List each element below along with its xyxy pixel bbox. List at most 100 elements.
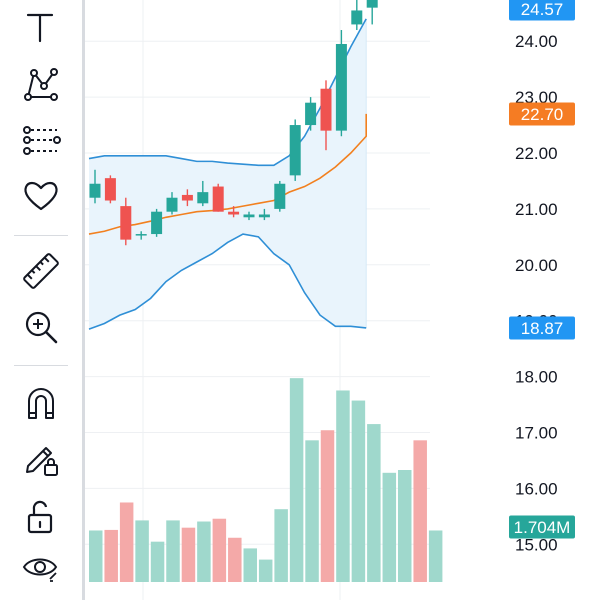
candle [335,30,347,137]
volume-bar [258,559,273,582]
candle [151,208,163,237]
candle [258,208,270,221]
price-chart[interactable]: 24.0023.0022.0021.0020.0019.0018.0017.00… [85,0,600,600]
toolbar-separator [14,235,68,236]
price-tick-label: 22.00 [515,144,558,163]
text-tool-button[interactable] [16,5,66,51]
pattern-tool-button[interactable] [16,62,66,108]
basis-badge-background [509,102,575,126]
volume-badge-label: 1.704M [514,518,571,537]
price-tick-label: 23.00 [515,88,558,107]
candle [104,175,116,204]
candle [320,80,332,151]
candle-body [351,10,363,25]
candle [135,231,147,240]
candle [228,206,240,218]
candle-body [320,88,332,131]
candle-body [289,125,301,176]
bollinger-upper-line [88,18,367,167]
last-price-badge-background [509,0,575,21]
candle-body [212,186,224,212]
candle-body [305,102,317,126]
volume-bar [228,537,242,582]
volume-bar [413,440,427,582]
last-price-badge-label: 24.57 [521,0,564,19]
candle-body [181,194,193,201]
volume-bar [181,527,196,582]
volume-bar [197,521,211,582]
price-tick-label: 21.00 [515,200,558,219]
volume-bar [104,529,118,582]
volume-bar [367,424,381,582]
eye-icon [22,558,58,582]
candle-body [335,43,347,131]
candle-body [197,192,209,204]
toolbar-divider [82,0,85,600]
candle [274,180,286,212]
volume-bar [351,400,366,582]
lock-drawings-tool-button[interactable] [16,436,66,482]
unlock-icon [27,500,53,534]
lock-tool-button[interactable] [16,494,66,540]
candle [212,183,224,212]
hide-tool-button[interactable] [16,545,66,591]
candle-body [166,197,178,212]
candle-body [366,0,378,8]
basis-badge-label: 22.70 [521,105,564,124]
volume-bar [166,520,180,582]
last-price-badge: 24.57 [509,0,575,21]
volume-bar [428,530,443,582]
candle-body [135,234,147,236]
candle [166,192,178,215]
candle [289,119,301,181]
volume-bars [89,378,443,582]
candle [243,211,255,221]
price-tick-label: 16.00 [515,479,558,498]
bollinger-lower-line [88,233,367,330]
bollinger-basis-line [88,113,368,235]
measure-tool-button[interactable] [16,248,66,294]
toolbar-separator [14,365,68,366]
candle [197,180,209,207]
volume-bar [243,548,257,582]
volume-bar [150,541,165,582]
volume-bar [212,518,227,582]
candle-body [120,206,132,240]
lower-band-badge: 18.87 [509,316,575,340]
candle-body [258,214,270,218]
indicator-tool-button[interactable] [16,118,66,164]
candle [351,0,363,31]
candle-body [228,211,240,215]
volume-badge-background [509,515,575,539]
candle-body [243,214,255,218]
indicator-lines-icon [23,126,61,155]
candle-body [151,211,163,235]
price-tick-label: 24.00 [515,32,558,51]
price-tick-label: 15.00 [515,535,558,554]
candle [305,97,317,131]
zoom-in-icon [25,311,58,344]
basis-badge: 22.70 [509,102,575,126]
favorites-tool-button[interactable] [16,173,66,219]
zoom-tool-button[interactable] [16,304,66,350]
bollinger-fill [89,18,367,330]
volume-bar [398,470,412,582]
candle [120,197,132,246]
volume-bar [119,502,134,582]
candle [366,0,378,25]
ruler-icon [23,253,59,289]
candlesticks [89,0,378,246]
bollinger-band [88,18,368,330]
magnet-tool-button[interactable] [16,380,66,426]
candle-body [89,183,101,198]
volume-bar [89,530,103,582]
price-tick-label: 20.00 [515,256,558,275]
volume-bar [320,430,335,582]
candle-body [274,183,286,209]
volume-bar [274,509,288,582]
volume-badge: 1.704M [509,515,575,539]
volume-bar [289,378,304,582]
lower-band-badge-background [509,316,575,340]
candle-body [104,178,116,201]
volume-bar [382,472,397,582]
